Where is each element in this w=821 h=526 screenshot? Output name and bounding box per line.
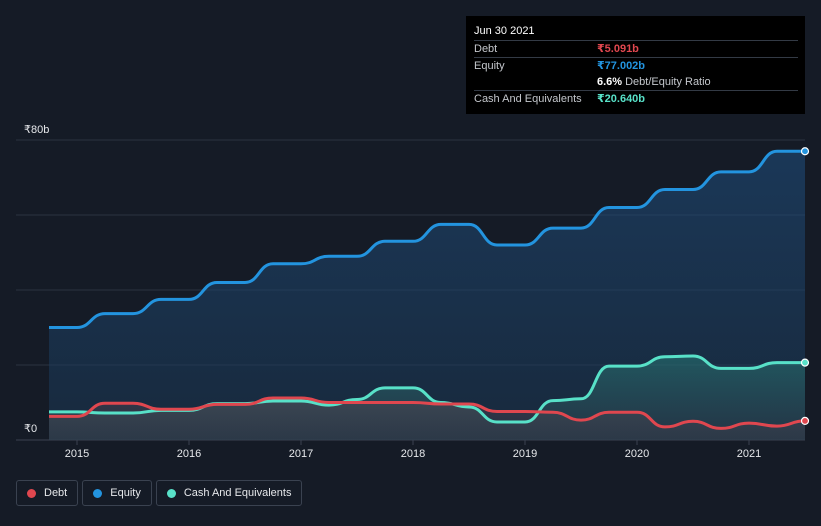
tooltip-row-equity: Equity ₹77.002b (474, 57, 798, 74)
tooltip-ratio-value: 6.6% (597, 76, 623, 88)
tooltip-equity-label: Equity (474, 60, 505, 72)
legend-equity-dot-icon (93, 488, 103, 498)
tooltip-row-debt: Debt ₹5.091b (474, 40, 798, 57)
tooltip-ratio-label: Debt/Equity Ratio (625, 76, 711, 88)
tooltip-date: Jun 30 2021 (474, 25, 535, 37)
y-tick-label-zero: ₹0 (24, 423, 37, 435)
x-tick-label: 2019 (513, 448, 537, 460)
x-tick-label: 2017 (289, 448, 313, 460)
tooltip-debt-value: ₹5.091b (597, 43, 639, 55)
legend-item-cash[interactable]: Cash And Equivalents (155, 480, 303, 506)
x-tick-label: 2018 (401, 448, 425, 460)
legend: Debt Equity Cash And Equivalents (16, 480, 303, 506)
legend-debt-dot-icon (27, 488, 36, 498)
debt-area (49, 398, 805, 440)
cash-and-equivalents-end-point (800, 358, 810, 367)
legend-debt-label: Debt (44, 487, 68, 499)
tooltip-row-cash: Cash And Equivalents ₹20.640b (474, 90, 798, 107)
tooltip: Jun 30 2021 Debt ₹5.091b Equity ₹77.002b… (466, 16, 805, 114)
tooltip-cash-value: ₹20.640b (597, 93, 646, 105)
x-tick-label: 2021 (737, 448, 761, 460)
x-tick-label: 2020 (625, 448, 649, 460)
debt-end-point (800, 416, 810, 426)
legend-item-debt[interactable]: Debt (16, 480, 79, 506)
legend-cash-dot-icon (166, 488, 176, 498)
tooltip-equity-value: ₹77.002b (597, 60, 646, 72)
tooltip-row-ratio: 6.6% Debt/Equity Ratio (474, 74, 798, 90)
equity-line (49, 149, 806, 329)
tooltip-cash-label: Cash And Equivalents (474, 93, 582, 105)
y-tick-label-top: ₹80b (24, 124, 49, 136)
equity-end-point (800, 147, 810, 156)
x-tick-label: 2016 (177, 448, 201, 460)
x-tick-label: 2015 (65, 448, 89, 460)
legend-item-equity[interactable]: Equity (82, 480, 152, 506)
legend-cash-label: Cash And Equivalents (183, 487, 292, 499)
legend-equity-label: Equity (110, 487, 141, 499)
tooltip-debt-label: Debt (474, 43, 498, 55)
debt-line (49, 396, 806, 430)
